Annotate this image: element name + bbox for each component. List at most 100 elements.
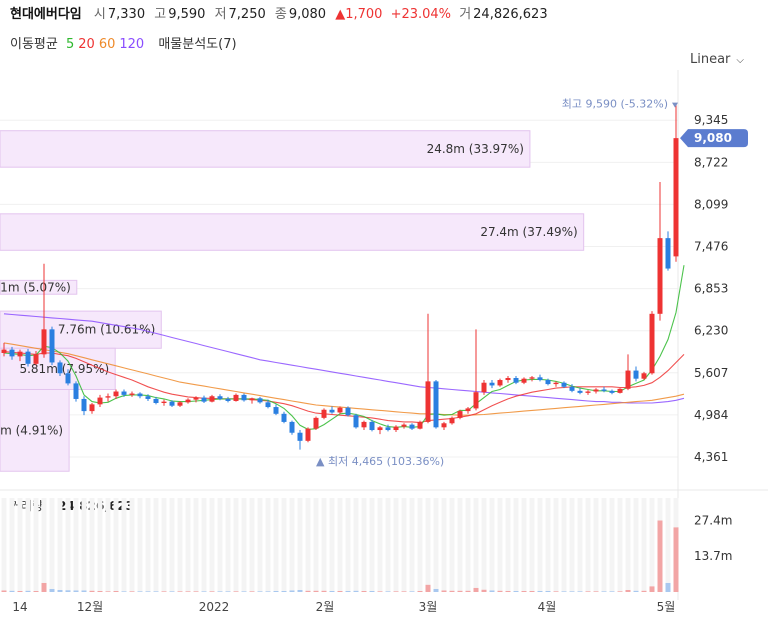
volume-bar (1, 590, 7, 592)
candle (609, 390, 615, 393)
volume-bar (633, 590, 639, 592)
candle (113, 391, 119, 397)
moving-average-period-5[interactable]: 5 (65, 37, 75, 52)
candle (273, 407, 279, 414)
moving-average-label[interactable]: 이동평균 (10, 37, 58, 52)
volume-label: 거 (459, 7, 472, 22)
high-label: 고 (154, 7, 167, 22)
candle (369, 421, 375, 431)
stock-name: 현대에버다임 (10, 7, 82, 22)
candle (281, 413, 287, 422)
volume-bar-bg (233, 498, 239, 592)
volume-bar-bg (353, 498, 359, 591)
volume-bar (537, 590, 543, 592)
candle (201, 397, 207, 402)
volume-bar-bg (9, 498, 15, 591)
volume-bar (665, 582, 671, 592)
x-axis-tick-label: 5월 (657, 600, 676, 614)
volume-bar-bg (377, 498, 383, 592)
volume-bar-bg (449, 498, 455, 591)
moving-average-periods: 5 20 60 120 (66, 37, 148, 52)
moving-average-period-60[interactable]: 60 (98, 37, 116, 52)
candle (521, 378, 527, 383)
volume-bar (193, 591, 199, 592)
volume-bar (385, 591, 391, 592)
candle (649, 313, 655, 374)
volume-bar (169, 591, 175, 592)
scale-dropdown[interactable]: Linear ⌵ (690, 52, 744, 67)
volume-bar-bg (609, 498, 615, 592)
volume-bar-bg (313, 498, 319, 591)
volume-bar (177, 591, 183, 592)
volume-bar (369, 590, 375, 592)
volume-bar (361, 590, 367, 592)
volume-bar-bg (561, 498, 567, 592)
change-value: ▲1,700 (335, 7, 383, 22)
candle (393, 426, 399, 431)
moving-average-line-ma5 (3, 265, 685, 430)
down-arrow-icon (672, 102, 678, 108)
volume-bar (81, 590, 87, 592)
volume-bar-bg (649, 498, 655, 587)
volume-bar (33, 590, 39, 592)
moving-average-period-120[interactable]: 120 (119, 37, 145, 52)
open-value: 7,330 (107, 7, 146, 22)
candle (185, 399, 191, 403)
high-value: 9,590 (168, 7, 206, 22)
candle (193, 397, 199, 400)
low-label: 저 (214, 7, 227, 22)
open-label: 시 (93, 7, 106, 22)
volume-bar-bg (321, 498, 327, 591)
candle (105, 396, 111, 398)
volume-bar-bg (209, 498, 215, 592)
volume-profile-label: 7.76m (10.61%) (58, 323, 155, 337)
volume-bar-bg (385, 498, 391, 592)
candle (1, 349, 7, 353)
candle (249, 398, 255, 401)
candle (529, 377, 535, 379)
candle (33, 354, 39, 364)
candle (41, 329, 47, 355)
volume-profile-label: 27.4m (37.49%) (480, 225, 577, 239)
candle (673, 138, 679, 257)
volume-bar (121, 591, 127, 592)
volume-bar (561, 591, 567, 592)
candle (137, 393, 143, 397)
candle (9, 349, 15, 357)
volume-bar (257, 591, 263, 592)
volume-bar (337, 590, 343, 592)
volume-bar-bg (65, 498, 71, 591)
current-price-tag (680, 129, 748, 148)
candle (545, 380, 551, 385)
volume-bar-bg (1, 498, 7, 591)
volume-profile-bar (0, 130, 531, 168)
volume-bar (473, 587, 479, 592)
volume-bar-bg (409, 498, 415, 592)
volume-profile-label: 5.81m (7.95%) (19, 362, 109, 376)
change-percent: +23.04% (390, 7, 452, 22)
min-price-annotation: ▲ 최저 4,465 (103.36%) (316, 455, 444, 468)
volume-bar (313, 590, 319, 592)
volume-bar-bg (145, 498, 151, 592)
candle (25, 351, 31, 364)
volume-profile-label[interactable]: 매물분석도(7) (158, 37, 237, 52)
candle (585, 391, 591, 393)
volume-bar (529, 590, 535, 592)
volume-bar-bg (585, 498, 591, 592)
volume-bar (217, 591, 223, 592)
x-axis-tick-label: 4월 (538, 600, 557, 614)
volume-bar-bg (369, 498, 375, 591)
candle (625, 370, 631, 389)
volume-bar-bg (657, 498, 663, 521)
volume-bar-bg (257, 498, 263, 592)
candle (321, 409, 327, 418)
moving-average-period-20[interactable]: 20 (78, 37, 95, 52)
candle (441, 423, 447, 428)
volume-bar (145, 591, 151, 592)
candle (353, 415, 359, 428)
candle (289, 421, 295, 433)
volume-bar-bg (281, 498, 287, 591)
volume-bar-bg (217, 498, 223, 592)
volume-bar-bg (433, 498, 439, 589)
